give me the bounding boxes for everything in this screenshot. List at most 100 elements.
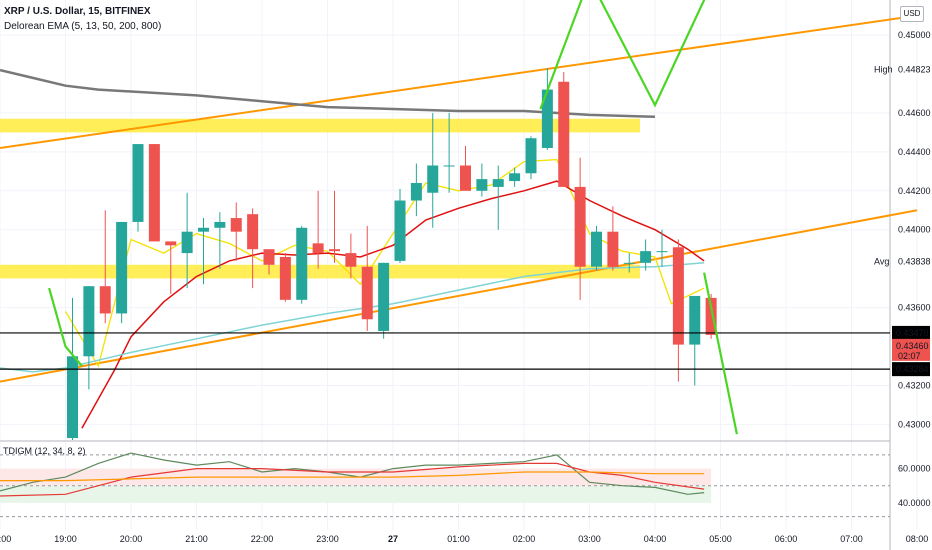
- time-tick: 06:00: [775, 534, 798, 544]
- time-tick: 02:00: [513, 534, 536, 544]
- price-tick: 0.43600: [898, 303, 931, 313]
- candle-body: [67, 356, 78, 439]
- oscillator-pane: 60.0000 40.0000: [0, 452, 931, 518]
- ema-line: [0, 68, 656, 119]
- avg-label-value: 0.43838: [898, 256, 931, 266]
- currency-button[interactable]: USD: [900, 6, 924, 22]
- time-tick: 04:00: [644, 534, 667, 544]
- candle-body: [525, 138, 537, 174]
- candle-body: [165, 241, 177, 246]
- candle-body: [116, 221, 128, 314]
- candle-body: [214, 221, 226, 228]
- candle-body: [312, 243, 324, 254]
- candle-body: [361, 266, 373, 320]
- countdown: 02:07: [898, 351, 921, 361]
- candle-body: [541, 89, 553, 148]
- time-tick: 08:00: [906, 534, 929, 544]
- upper-line-tag: 0.43470: [896, 328, 929, 338]
- candle-body: [640, 251, 652, 263]
- current-price-bg: [892, 338, 930, 361]
- oscillator-tick: 60.0000: [898, 464, 931, 474]
- candle-body: [263, 249, 275, 265]
- candle-body: [443, 165, 455, 167]
- candle-body: [148, 144, 160, 242]
- projection-line: [539, 0, 706, 110]
- price-tick: 0.43000: [898, 419, 931, 429]
- oscillator-label[interactable]: TDIGM (12, 34, 8, 2): [3, 446, 86, 456]
- price-tick: 0.44400: [898, 147, 931, 157]
- candle-body: [247, 214, 259, 250]
- projection-path: [48, 0, 738, 435]
- candle-body: [672, 247, 684, 345]
- candles: [67, 68, 717, 440]
- time-tick: 20:00: [120, 534, 143, 544]
- candle-body: [83, 286, 95, 357]
- candle-body: [476, 179, 488, 191]
- candle-body: [230, 218, 242, 232]
- price-axis[interactable]: 0.45000 0.44600 0.44400 0.44200 0.44000 0.436…: [874, 30, 931, 429]
- ema-line: [81, 180, 705, 429]
- support-zone: [0, 264, 640, 279]
- candle-body: [410, 183, 422, 201]
- time-axis[interactable]: 18:00 19:00 20:00 21:00 22:00 23:00 27 01:00 02:…: [0, 534, 928, 544]
- indicator-label[interactable]: Delorean EMA (5, 13, 50, 200, 800): [4, 21, 162, 32]
- price-tick: 0.44200: [898, 186, 931, 196]
- time-tick: 01:00: [447, 534, 470, 544]
- candle-body: [279, 256, 291, 300]
- lower-line-tag: 0.43284: [896, 364, 929, 374]
- channel-lines: [0, 14, 918, 383]
- candle-body: [460, 165, 471, 191]
- candle-body: [574, 186, 586, 267]
- support-zone: [0, 118, 640, 133]
- horizontal-lines: [0, 332, 890, 370]
- current-price: 0.43460: [896, 341, 929, 351]
- candle-body: [345, 253, 357, 267]
- candle-body: [689, 295, 701, 345]
- support-zones: [0, 118, 640, 279]
- channel-line: [0, 209, 918, 383]
- candle-body: [705, 297, 717, 335]
- channel-line: [0, 14, 918, 149]
- price-tick: 0.45000: [898, 30, 931, 40]
- time-tick: 03:00: [578, 534, 601, 544]
- candle-body: [591, 231, 602, 267]
- lower-line-tag-bg: [892, 362, 930, 377]
- candle-body: [558, 81, 570, 187]
- price-tick: 0.44600: [898, 108, 931, 118]
- avg-label-name: Avg: [874, 256, 889, 266]
- candle-body: [329, 249, 340, 252]
- high-label-value: 0.44823: [898, 65, 931, 75]
- candle-body: [181, 231, 193, 254]
- time-tick: 19:00: [54, 534, 77, 544]
- time-tick: 27: [388, 534, 398, 544]
- candle-body: [378, 262, 390, 331]
- candle-body: [623, 262, 635, 264]
- time-tick: 21:00: [185, 534, 208, 544]
- oscillator-band-lower: [0, 485, 712, 503]
- oscillator-line: [0, 471, 705, 482]
- candle-body: [132, 144, 144, 222]
- candle-body: [99, 286, 111, 314]
- candle-body: [427, 165, 439, 193]
- candle-body: [394, 200, 406, 261]
- high-label-name: High: [874, 65, 893, 75]
- upper-line-tag-bg: [892, 325, 930, 340]
- chart-title: XRP / U.S. Dollar, 15, BITFINEX: [4, 6, 151, 17]
- oscillator-line: [0, 462, 705, 497]
- oscillator-tick: 40.0000: [898, 498, 931, 508]
- price-tick: 0.44000: [898, 225, 931, 235]
- time-tick: 07:00: [840, 534, 863, 544]
- candle-body: [198, 227, 209, 232]
- candle-body: [492, 179, 504, 187]
- candle-body: [296, 227, 308, 300]
- time-tick: 05:00: [709, 534, 732, 544]
- time-tick: 22:00: [251, 534, 274, 544]
- candle-body: [607, 231, 619, 267]
- candle-body: [656, 251, 668, 253]
- time-tick: 18:00: [0, 534, 11, 544]
- price-tick: 0.43200: [898, 380, 931, 390]
- time-tick: 23:00: [316, 534, 339, 544]
- projection-line: [48, 287, 83, 367]
- candle-body: [509, 173, 521, 182]
